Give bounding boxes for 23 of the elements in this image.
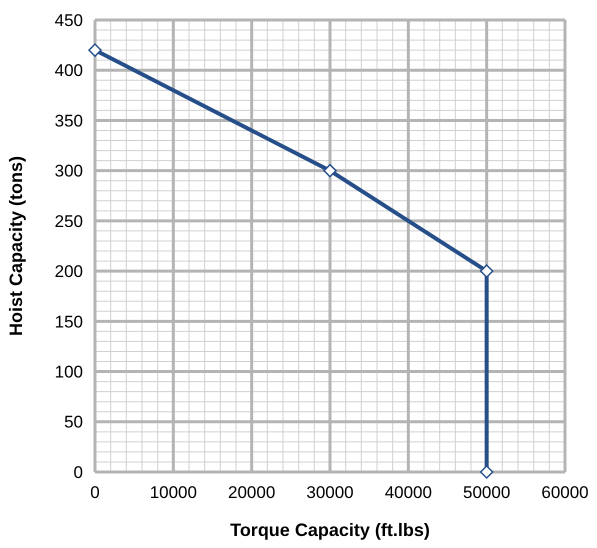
point	[88, 43, 102, 57]
y-tick-label: 150	[54, 312, 83, 332]
y-axis-title: Hoist Capacity (tons)	[6, 156, 26, 336]
y-tick-label: 250	[54, 212, 83, 231]
y-tick-label: 400	[54, 61, 83, 80]
x-tick-label: 50000	[463, 483, 510, 502]
y-tick-label: 450	[54, 10, 83, 30]
point	[480, 465, 494, 479]
y-tick-label: 200	[54, 262, 83, 282]
y-tick-label: 300	[54, 162, 83, 181]
point	[480, 264, 494, 278]
x-tick-label: 30000	[306, 483, 354, 502]
x-tick-label: 60000	[541, 483, 589, 502]
y-tick-label: 50	[64, 412, 83, 432]
x-tick-label: 10000	[150, 483, 197, 502]
y-tick-label: 350	[54, 111, 83, 130]
y-tick-label: 0	[74, 462, 83, 482]
x-axis-title: Torque Capacity (ft.lbs)	[230, 520, 430, 540]
x-tick-label: 0	[90, 483, 100, 502]
x-tick-label: 20000	[228, 483, 276, 502]
point	[323, 164, 337, 178]
x-tick-label: 40000	[384, 483, 432, 502]
y-tick-label: 100	[54, 362, 83, 382]
